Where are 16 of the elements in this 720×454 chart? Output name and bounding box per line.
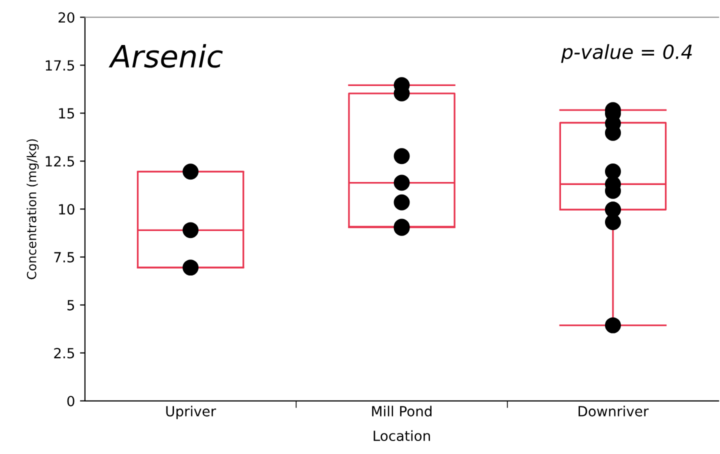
- x-tick-label: Upriver: [166, 406, 216, 420]
- y-tick-label: 20: [58, 12, 74, 23]
- annotation: p-value = 0.4: [561, 44, 692, 63]
- y-tick-label: 17.5: [46, 60, 74, 71]
- y-tick-label: 12.5: [46, 156, 74, 167]
- y-axis-title: Concentration (mg/kg): [26, 139, 39, 280]
- y-tick-label: 5: [67, 300, 74, 310]
- y-tick-label: 7.5: [54, 252, 74, 262]
- y-tick-label: 15: [59, 108, 74, 119]
- y-tick-label: 10: [59, 204, 74, 215]
- text: Arsenic: [108, 44, 223, 68]
- x-axis-title: Location: [374, 430, 430, 442]
- x-tick-label: Downriver: [578, 406, 649, 416]
- y-tick-label: 0: [67, 396, 74, 406]
- y-tick-label: 2.5: [54, 348, 74, 358]
- x-tick-label: Mill Pond: [372, 406, 432, 416]
